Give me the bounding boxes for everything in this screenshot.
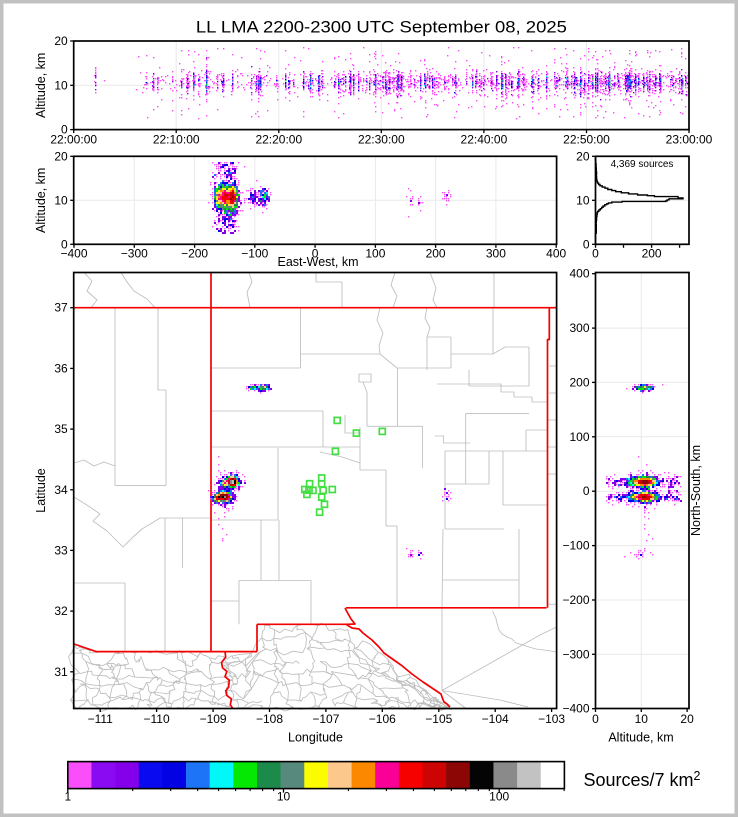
svg-text:−100: −100 <box>562 539 589 553</box>
svg-text:35: 35 <box>54 422 68 436</box>
svg-text:Altitude, km: Altitude, km <box>608 731 673 745</box>
svg-text:0: 0 <box>592 247 599 261</box>
svg-text:22:50:00: 22:50:00 <box>563 132 610 146</box>
svg-text:10: 10 <box>54 193 68 207</box>
svg-text:10: 10 <box>54 78 68 92</box>
svg-text:0: 0 <box>312 247 319 261</box>
svg-text:100: 100 <box>569 430 589 444</box>
svg-text:300: 300 <box>569 321 589 335</box>
svg-text:Latitude: Latitude <box>34 468 48 513</box>
svg-text:33: 33 <box>54 543 68 557</box>
svg-text:−100: −100 <box>241 247 268 261</box>
svg-text:100: 100 <box>489 790 509 804</box>
svg-text:−108: −108 <box>256 712 283 726</box>
svg-text:0: 0 <box>61 237 68 251</box>
svg-text:23:00:00: 23:00:00 <box>666 132 713 146</box>
svg-text:−107: −107 <box>312 712 339 726</box>
svg-text:20: 20 <box>576 149 590 163</box>
svg-text:−111: −111 <box>88 712 114 726</box>
svg-text:36: 36 <box>54 361 68 375</box>
svg-text:−109: −109 <box>200 712 227 726</box>
svg-text:34: 34 <box>54 483 68 497</box>
svg-text:20: 20 <box>54 149 68 163</box>
svg-text:32: 32 <box>54 604 68 618</box>
svg-text:400: 400 <box>569 267 589 281</box>
svg-text:Altitude, km: Altitude, km <box>34 53 48 118</box>
svg-text:−300: −300 <box>121 247 148 261</box>
svg-text:−110: −110 <box>144 712 170 726</box>
svg-text:22:10:00: 22:10:00 <box>153 132 200 146</box>
svg-text:4,369 sources: 4,369 sources <box>611 159 674 170</box>
svg-text:20: 20 <box>54 34 68 48</box>
svg-text:East-West, km: East-West, km <box>277 255 358 269</box>
svg-text:10: 10 <box>576 193 590 207</box>
svg-text:−400: −400 <box>60 247 87 261</box>
svg-text:−200: −200 <box>181 247 208 261</box>
svg-text:31: 31 <box>54 665 68 679</box>
svg-text:Sources/7 km2: Sources/7 km2 <box>584 769 701 790</box>
svg-text:−300: −300 <box>562 647 589 661</box>
svg-text:200: 200 <box>426 247 446 261</box>
svg-text:−103: −103 <box>538 712 565 726</box>
svg-text:North-South, km: North-South, km <box>689 445 703 536</box>
svg-text:LL LMA 2200-2300 UTC September: LL LMA 2200-2300 UTC September 08, 2025 <box>196 17 567 36</box>
svg-text:0: 0 <box>583 484 590 498</box>
svg-text:0: 0 <box>592 712 599 726</box>
svg-text:10: 10 <box>277 790 291 804</box>
svg-text:0: 0 <box>583 237 590 251</box>
svg-text:22:00:00: 22:00:00 <box>50 132 97 146</box>
svg-text:−104: −104 <box>482 712 509 726</box>
svg-text:100: 100 <box>365 247 385 261</box>
svg-text:22:20:00: 22:20:00 <box>255 132 302 146</box>
svg-text:−106: −106 <box>369 712 396 726</box>
svg-text:300: 300 <box>486 247 506 261</box>
svg-text:−200: −200 <box>562 593 589 607</box>
svg-text:22:30:00: 22:30:00 <box>358 132 405 146</box>
svg-text:22:40:00: 22:40:00 <box>461 132 508 146</box>
svg-text:200: 200 <box>642 247 662 261</box>
svg-text:400: 400 <box>546 247 566 261</box>
svg-text:10: 10 <box>635 712 649 726</box>
svg-text:−400: −400 <box>562 702 589 716</box>
svg-text:37: 37 <box>54 301 68 315</box>
svg-text:Altitude, km: Altitude, km <box>34 168 48 233</box>
svg-text:−105: −105 <box>425 712 452 726</box>
svg-text:20: 20 <box>680 712 694 726</box>
svg-text:200: 200 <box>569 375 589 389</box>
svg-text:0: 0 <box>61 123 68 137</box>
svg-text:1: 1 <box>64 790 71 804</box>
svg-text:Longitude: Longitude <box>288 731 343 745</box>
